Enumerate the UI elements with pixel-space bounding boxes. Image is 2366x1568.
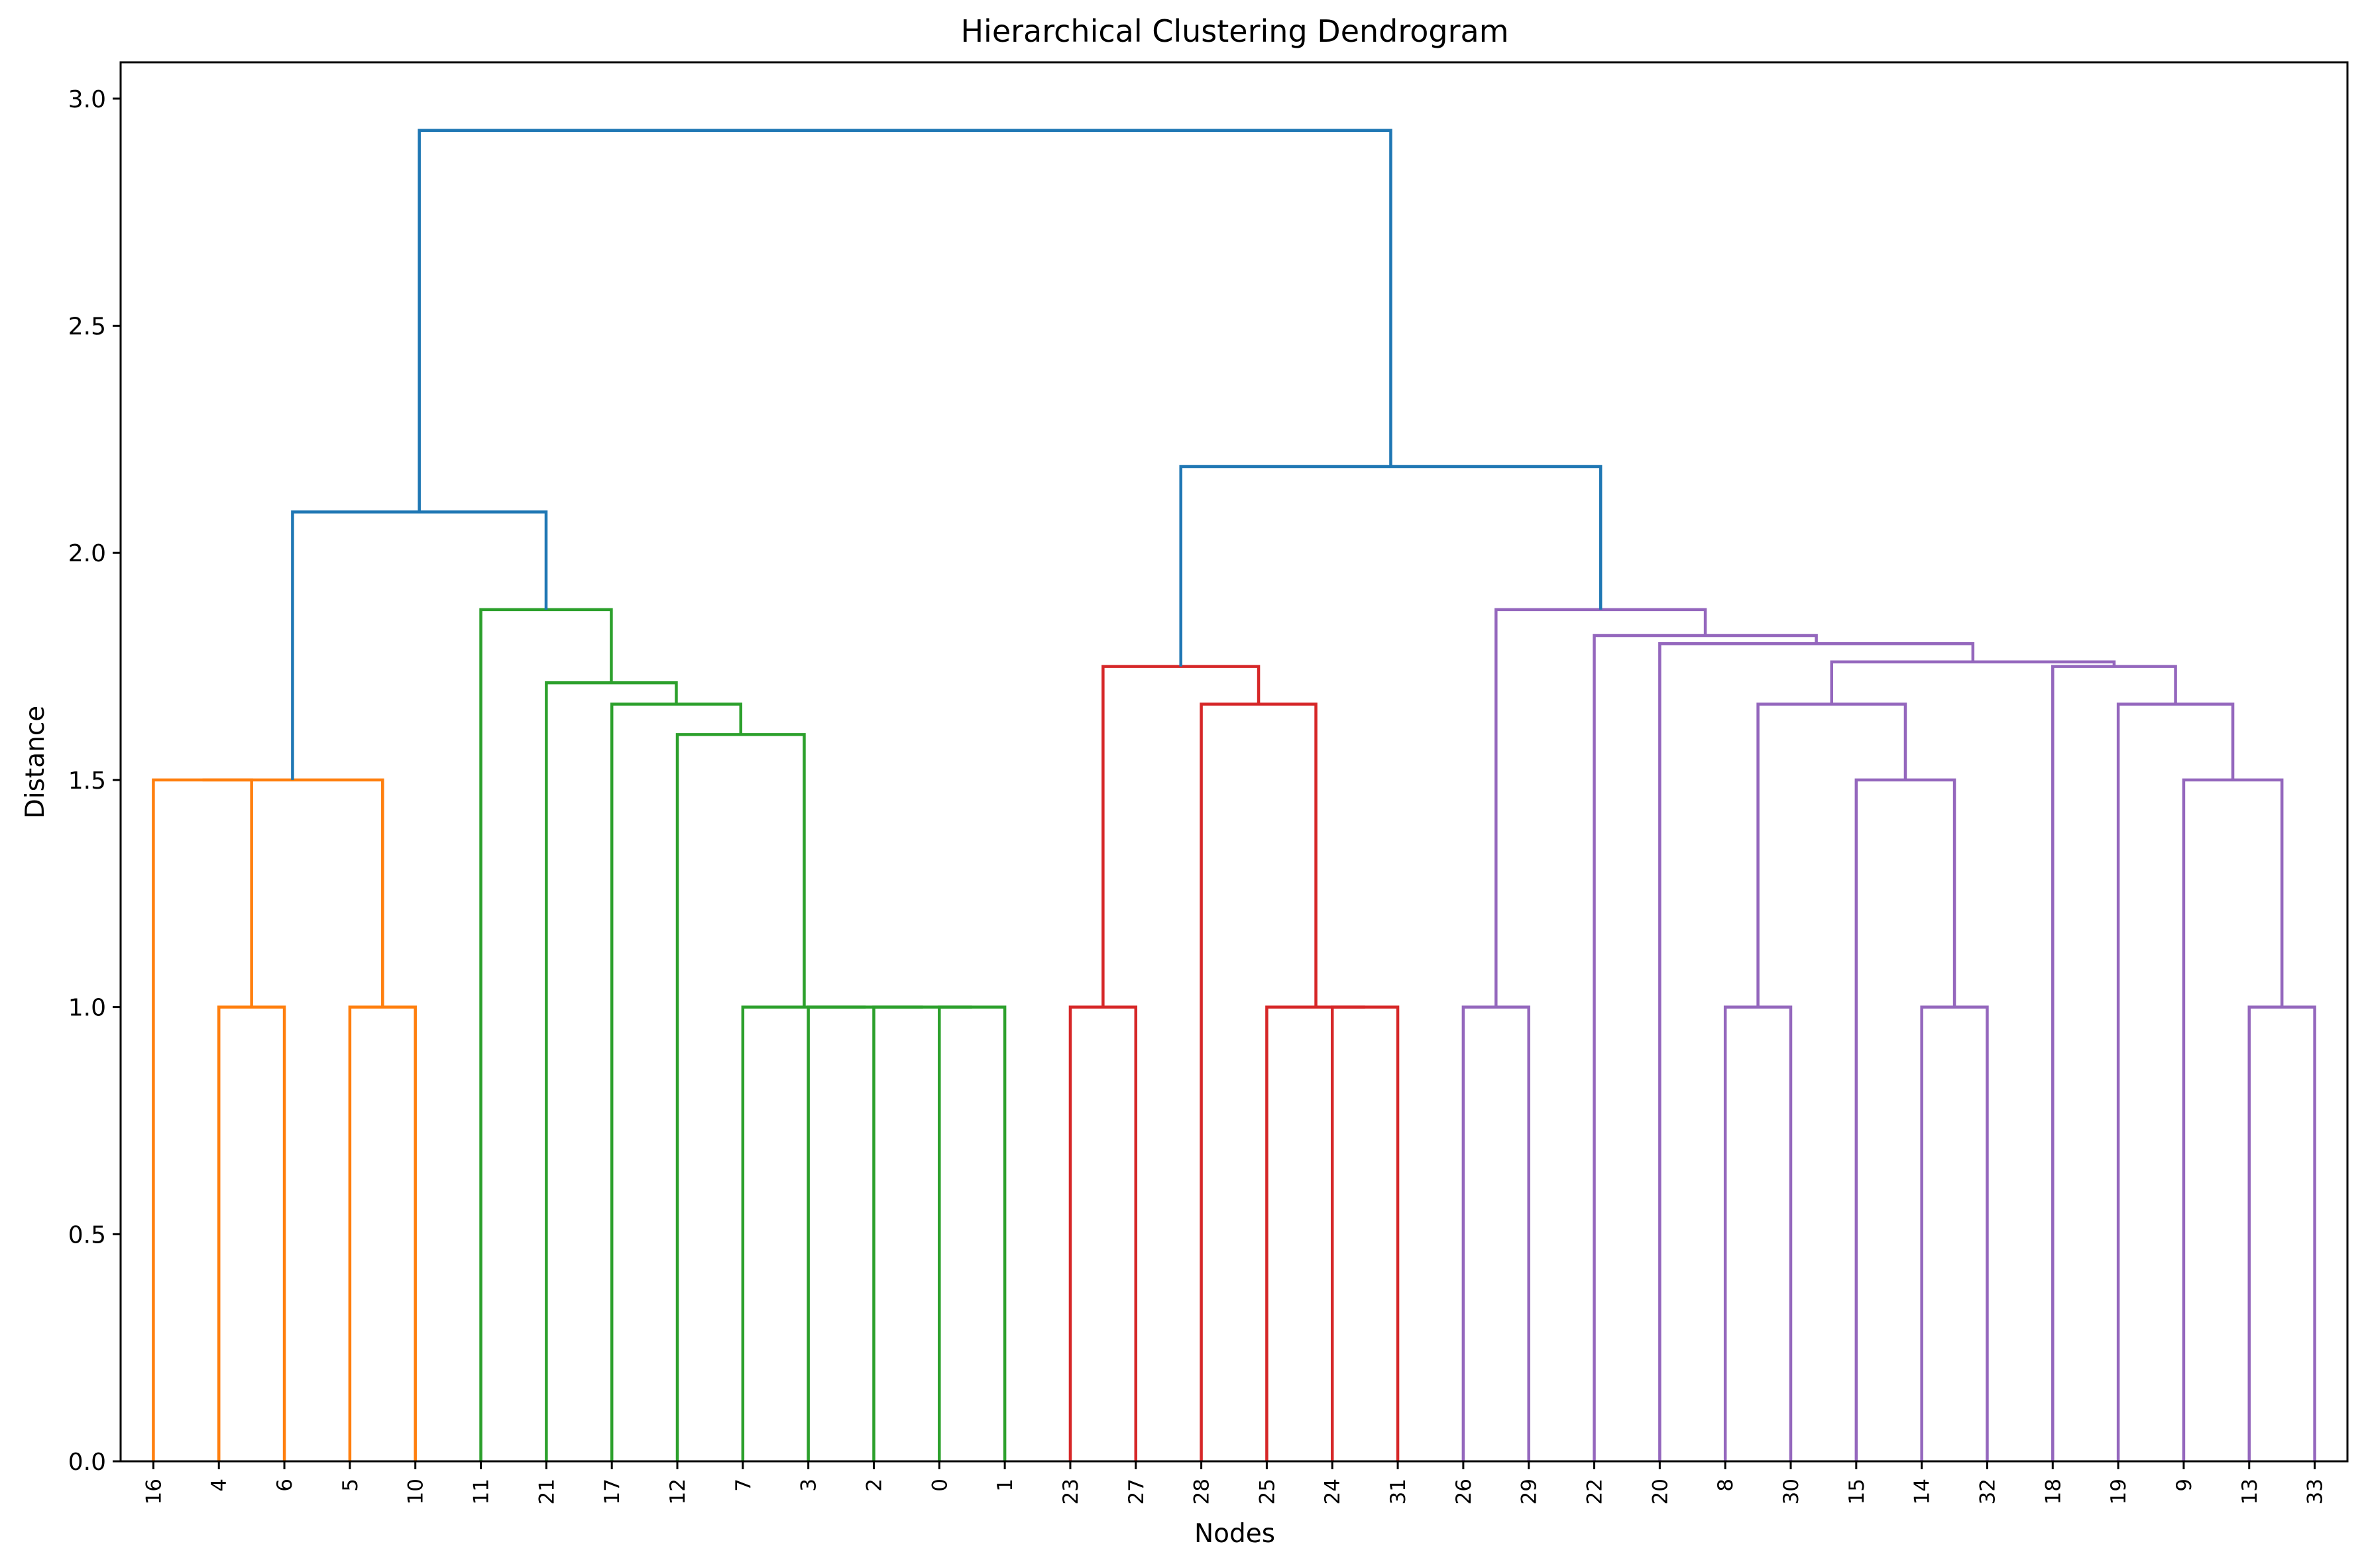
leaf-label: 8	[1714, 1479, 1738, 1492]
leaf-label: 10	[404, 1479, 428, 1504]
dendrogram-link-22	[1756, 702, 1907, 1007]
leaf-label: 20	[1648, 1479, 1672, 1504]
leaf-label: 9	[2172, 1479, 2196, 1492]
dendrogram-link-25	[2116, 702, 2235, 1461]
dendrogram-link-31	[1179, 465, 1603, 667]
leaf-label: 4	[207, 1479, 231, 1492]
leaf-label: 0	[928, 1479, 952, 1492]
leaf-label: 12	[666, 1479, 690, 1504]
chart-title: Hierarchical Clustering Dendrogram	[960, 13, 1508, 49]
y-axis-ticks: 0.0 0.5 1.0 1.5 2.0 2.5 3.0	[68, 86, 121, 1476]
dendrogram-link-29	[1593, 634, 1818, 1461]
y-tick-label: 2.0	[68, 540, 106, 567]
leaf-label: 26	[1452, 1479, 1476, 1504]
leaf-label: 6	[273, 1479, 297, 1492]
y-tick-label: 0.0	[68, 1449, 106, 1476]
dendrogram-link-24	[2182, 778, 2284, 1461]
y-tick-label: 3.0	[68, 86, 106, 113]
leaf-label: 22	[1583, 1479, 1607, 1504]
leaf-label: 3	[797, 1479, 821, 1492]
plot-frame	[119, 61, 2349, 1463]
x-axis-label: Nodes	[1194, 1519, 1275, 1549]
leaf-label: 27	[1125, 1479, 1149, 1504]
dendrogram-link-26	[2051, 665, 2177, 1461]
dendrogram-link-14	[1330, 1005, 1400, 1461]
dendrogram-link-21	[1854, 778, 1956, 1461]
leaf-label: 2	[862, 1479, 886, 1492]
dendrogram-link-7	[741, 1005, 866, 1461]
y-tick-label: 1.5	[68, 767, 106, 795]
leaf-label: 25	[1255, 1479, 1279, 1504]
leaf-label: 15	[1845, 1479, 1869, 1504]
y-tick-label: 0.5	[68, 1221, 106, 1249]
leaf-label: 24	[1321, 1479, 1345, 1504]
leaf-label: 16	[142, 1479, 166, 1504]
dendrogram-link-32	[418, 129, 1392, 512]
leaf-label: 18	[2041, 1479, 2065, 1504]
dendrogram-link-12	[291, 510, 548, 780]
leaf-label: 17	[600, 1479, 624, 1504]
leaf-label: 29	[1518, 1479, 1542, 1504]
dendrogram-link-16	[1200, 702, 1318, 1461]
leaf-label: 21	[535, 1479, 559, 1504]
dendrogram-link-9	[610, 702, 742, 1461]
leaf-label: 13	[2238, 1479, 2262, 1504]
leaf-label: 33	[2304, 1479, 2328, 1504]
dendrogram-link-8	[675, 733, 806, 1461]
leaf-label: 1	[993, 1479, 1017, 1492]
dendrogram-link-15	[1265, 1005, 1365, 1461]
x-axis-ticks: 16 4 6 5 10 11 21 17 12 7 3 2 0 1 23 27 28 25 24 31 26 29 22 20…	[142, 1461, 2328, 1504]
leaf-label: 28	[1190, 1479, 1214, 1504]
leaf-label: 14	[1911, 1479, 1935, 1504]
dendrogram-link-28	[1658, 642, 1975, 1461]
leaf-label: 7	[732, 1479, 756, 1492]
y-axis-label: Distance	[21, 706, 50, 819]
dendrogram-link-3	[202, 778, 384, 1007]
dendrogram-link-17	[1101, 665, 1261, 1007]
leaf-label: 11	[470, 1479, 494, 1504]
leaf-label: 32	[1976, 1479, 2000, 1504]
y-tick-label: 1.0	[68, 995, 106, 1022]
leaf-label: 31	[1386, 1479, 1410, 1504]
dendrogram-links	[152, 129, 2316, 1461]
leaf-label: 5	[339, 1479, 363, 1492]
leaf-label: 23	[1059, 1479, 1083, 1504]
leaf-label: 30	[1779, 1479, 1803, 1504]
y-tick-label: 2.5	[68, 313, 106, 341]
leaf-label: 19	[2107, 1479, 2131, 1504]
